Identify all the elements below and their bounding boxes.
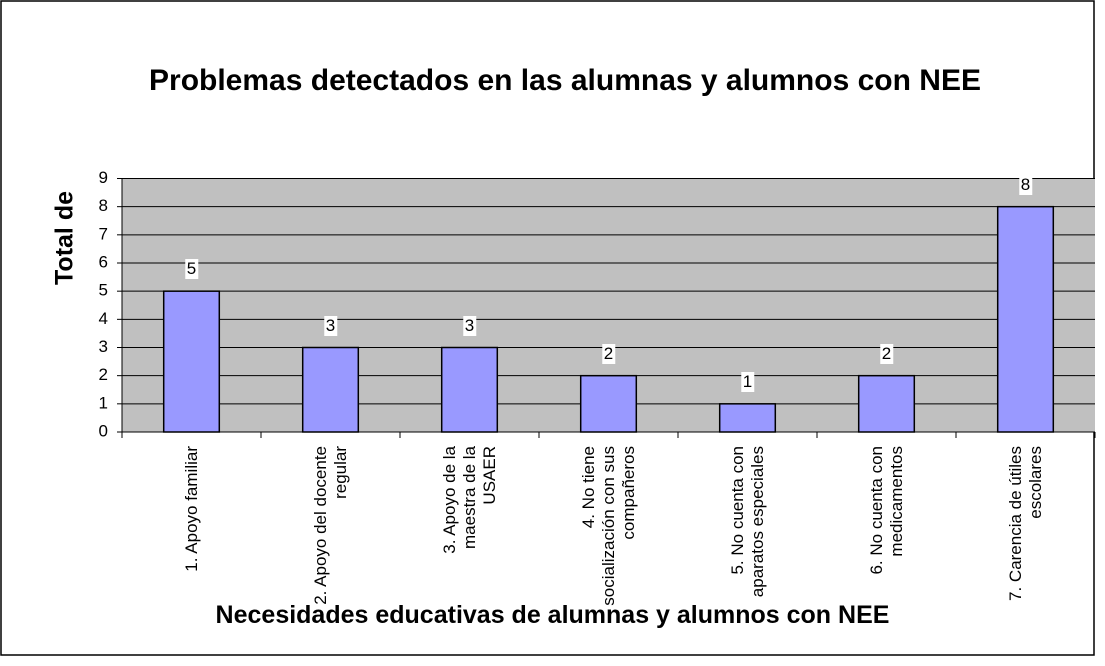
x-tick-label: 3. Apoyo de la maestra de la USAER [439,446,499,554]
bar [440,346,499,433]
y-tick-label: 5 [99,281,108,300]
y-tick-label: 2 [99,365,108,384]
bar [996,205,1055,433]
x-tick-label: 2. Apoyo del docente regular [310,446,350,605]
y-tick-label: 8 [99,196,108,215]
x-tick-label: 1. Apoyo familiar [181,446,201,572]
data-label: 8 [1018,174,1033,195]
y-tick-label: 9 [99,168,108,187]
data-label: 1 [740,371,755,392]
chart-title: Problemas detectados en las alumnas y al… [149,64,981,97]
data-label: 5 [184,259,199,280]
y-tick-label: 7 [99,224,108,243]
x-tick-label: 7. Carencia de útiles escolares [1005,446,1045,601]
x-axis-title: Necesidades educativas de alumnas y alum… [215,601,890,629]
bar [718,403,777,433]
data-label: 3 [462,315,477,336]
bar [857,374,916,433]
x-tick-label: 4. No tiene socialización con sus compañ… [578,446,638,606]
data-label: 2 [601,343,616,364]
data-label: 3 [323,315,338,336]
bar [579,374,638,433]
y-tick-label: 6 [99,252,108,271]
y-tick-label: 4 [99,309,108,328]
x-tick-label: 5. No cuenta con aparatos especiales [727,446,767,598]
y-tick-label: 1 [99,393,108,412]
bar [162,290,221,433]
y-tick-label: 3 [99,337,108,356]
x-tick-label: 6. No cuenta con medicamentos [866,446,906,575]
y-axis-title: Total de [50,191,79,285]
y-tick-label: 0 [99,421,108,440]
bar [301,346,360,433]
data-label: 2 [879,343,894,364]
